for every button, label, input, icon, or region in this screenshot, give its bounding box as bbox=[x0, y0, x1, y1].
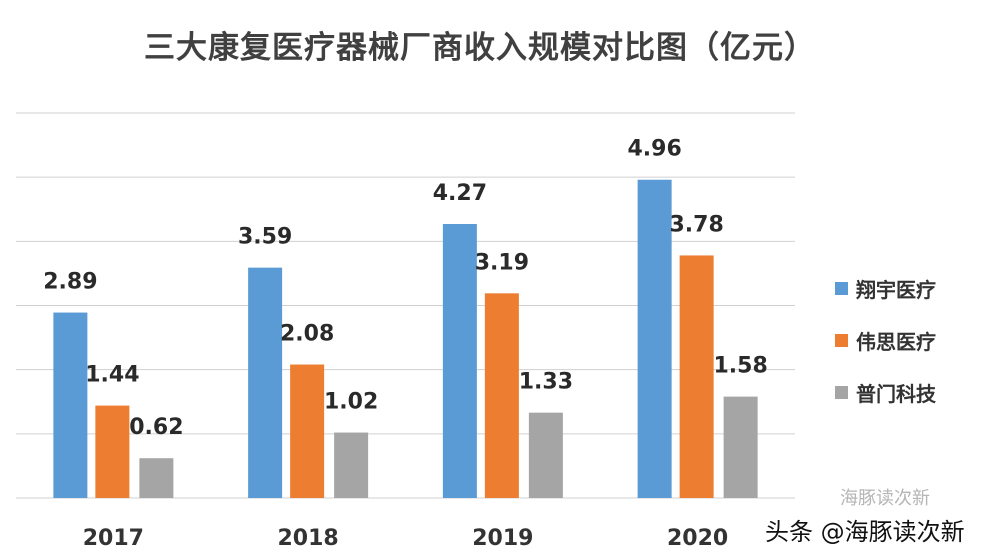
data-label: 3.78 bbox=[669, 212, 723, 237]
data-label: 2.89 bbox=[43, 270, 97, 295]
legend-item: 翔宇医疗 bbox=[835, 262, 936, 314]
legend-label: 翔宇医疗 bbox=[856, 277, 936, 302]
legend-item: 普门科技 bbox=[835, 366, 936, 418]
bar-2017-2 bbox=[139, 458, 174, 498]
x-tick-label: 2018 bbox=[278, 526, 339, 551]
data-label: 4.96 bbox=[627, 137, 681, 162]
data-label: 1.58 bbox=[713, 354, 767, 379]
x-tick-label: 2019 bbox=[472, 526, 533, 551]
chart-title: 三大康复医疗器械厂商收入规模对比图（亿元） bbox=[144, 30, 816, 66]
data-label: 4.27 bbox=[433, 181, 487, 206]
legend-label: 普门科技 bbox=[856, 381, 936, 406]
legend: 翔宇医疗伟思医疗普门科技 bbox=[835, 262, 936, 418]
bar-2020-1 bbox=[679, 255, 714, 498]
x-tick-label: 2020 bbox=[667, 526, 728, 551]
watermark-faint: 海豚读次新 bbox=[840, 488, 930, 509]
bar-2017-0 bbox=[53, 312, 88, 498]
bar-2019-1 bbox=[484, 293, 519, 498]
bar-2019-0 bbox=[442, 224, 477, 498]
bar-2018-1 bbox=[290, 364, 325, 498]
data-label: 1.33 bbox=[519, 370, 573, 395]
bar-2020-0 bbox=[637, 179, 672, 498]
data-label: 3.59 bbox=[238, 225, 292, 250]
legend-label: 伟思医疗 bbox=[856, 329, 936, 354]
data-label: 1.44 bbox=[85, 363, 139, 388]
bar-2018-0 bbox=[248, 267, 283, 498]
legend-swatch bbox=[835, 385, 848, 399]
data-label: 2.08 bbox=[280, 322, 334, 347]
legend-item: 伟思医疗 bbox=[835, 314, 936, 366]
legend-swatch bbox=[835, 281, 848, 295]
x-tick-label: 2017 bbox=[83, 526, 144, 551]
watermark: 头条 @海豚读次新 bbox=[765, 518, 965, 546]
data-label: 1.02 bbox=[324, 390, 378, 415]
bar-2019-2 bbox=[528, 412, 563, 498]
data-label: 0.62 bbox=[129, 415, 183, 440]
bar-2018-2 bbox=[334, 432, 369, 498]
bar-2017-1 bbox=[95, 405, 130, 498]
legend-swatch bbox=[835, 333, 848, 347]
bar-2020-2 bbox=[723, 396, 758, 498]
data-label: 3.19 bbox=[475, 250, 529, 275]
